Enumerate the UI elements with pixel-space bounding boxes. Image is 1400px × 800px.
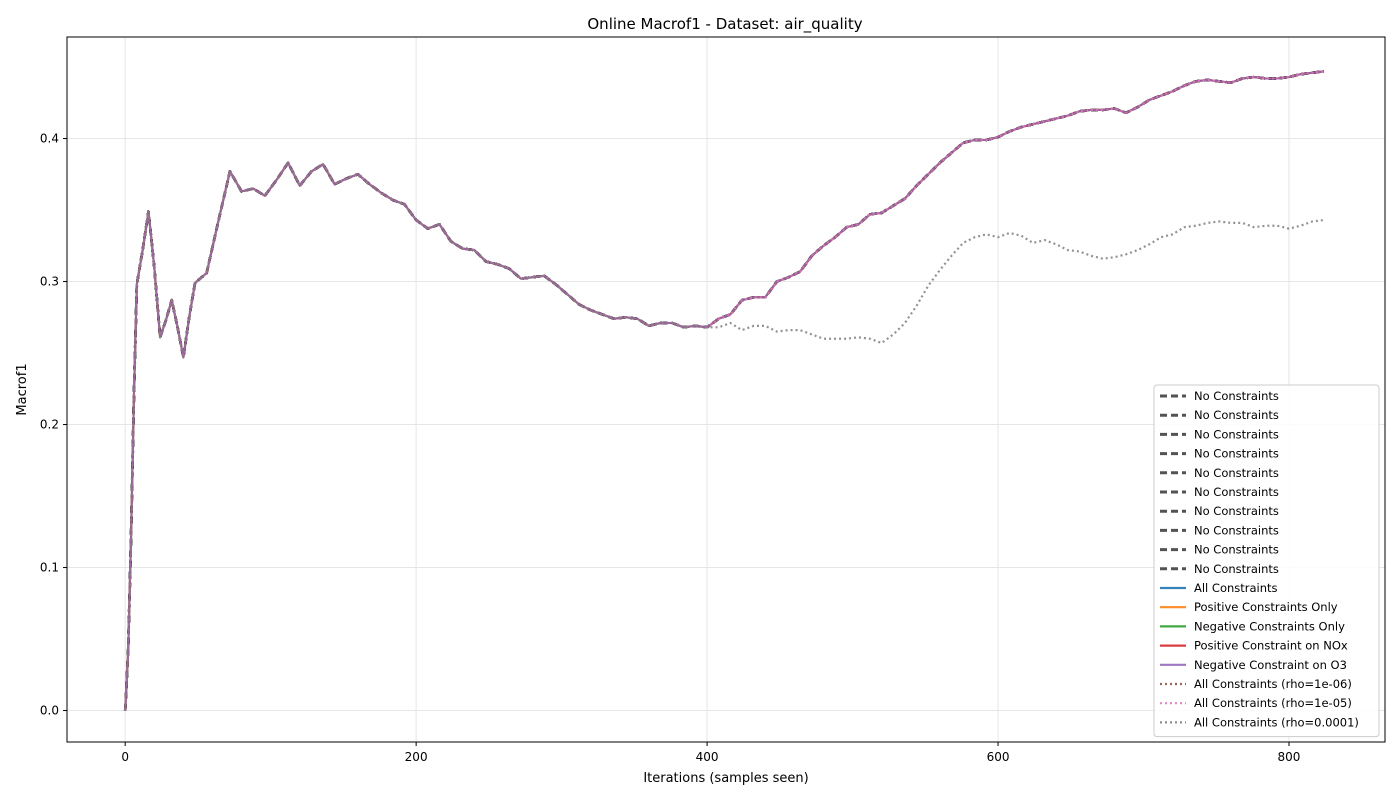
legend-label: Negative Constraints Only xyxy=(1194,619,1345,633)
series-line-1 xyxy=(123,70,1325,711)
y-tick-label: 0.4 xyxy=(40,132,59,146)
y-axis-title: Macrof1 xyxy=(15,363,30,415)
y-tick-label: 0.0 xyxy=(40,704,59,718)
x-tick-label: 200 xyxy=(405,750,428,764)
legend-box xyxy=(1153,384,1380,738)
legend-label: No Constraints xyxy=(1194,389,1279,403)
legend-label: All Constraints (rho=1e-05) xyxy=(1194,696,1352,710)
axis-ticks: 0 200 400 600 800 0.0 0.1 0.2 0.3 0.4 xyxy=(40,132,1301,764)
series-line-15 xyxy=(124,70,1325,711)
series-line-7 xyxy=(123,70,1325,711)
series-line-13 xyxy=(124,70,1325,711)
legend-label: All Constraints (rho=1e-06) xyxy=(1194,677,1352,691)
x-tick-label: 600 xyxy=(987,750,1010,764)
legend-label: No Constraints xyxy=(1194,562,1279,576)
legend-label: No Constraints xyxy=(1194,543,1279,557)
legend-label: Positive Constraints Only xyxy=(1194,600,1338,614)
legend-label: Negative Constraint on O3 xyxy=(1194,658,1347,672)
legend: No Constraints No Constraints No Constrain… xyxy=(1153,384,1380,738)
series-line-3 xyxy=(123,70,1325,711)
x-tick-label: 400 xyxy=(696,750,719,764)
series-line-14 xyxy=(124,70,1325,711)
legend-label: No Constraints xyxy=(1194,427,1279,441)
series-line-16 xyxy=(124,70,1325,711)
legend-label: No Constraints xyxy=(1194,504,1279,518)
x-tick-label: 800 xyxy=(1278,750,1301,764)
series-line-4 xyxy=(123,70,1325,711)
series-line-10 xyxy=(123,70,1325,711)
legend-label: No Constraints xyxy=(1194,466,1279,480)
plot-area-frame xyxy=(66,36,1386,743)
y-tick-label: 0.3 xyxy=(40,275,59,289)
series-line-11 xyxy=(124,70,1325,711)
series-line-9 xyxy=(123,70,1325,711)
chart-title: Online Macrof1 - Dataset: air_quality xyxy=(587,15,862,34)
y-tick-label: 0.2 xyxy=(40,418,59,432)
series-line-18 xyxy=(124,161,1325,711)
legend-label: All Constraints (rho=0.0001) xyxy=(1194,715,1359,729)
series-line-8 xyxy=(123,70,1325,711)
legend-label: No Constraints xyxy=(1194,523,1279,537)
series-line-12 xyxy=(124,70,1325,711)
legend-label: No Constraints xyxy=(1194,447,1279,461)
series-line-6 xyxy=(123,70,1325,711)
series-line-2 xyxy=(123,70,1325,711)
series-line-5 xyxy=(123,70,1325,711)
series-group xyxy=(123,70,1325,711)
x-tick-label: 0 xyxy=(121,750,129,764)
legend-label: No Constraints xyxy=(1194,485,1279,499)
series-line-17 xyxy=(124,70,1325,711)
legend-label: Positive Constraint on NOx xyxy=(1194,639,1348,653)
y-tick-label: 0.1 xyxy=(40,561,59,575)
legend-label: No Constraints xyxy=(1194,408,1279,422)
x-axis-title: Iterations (samples seen) xyxy=(643,771,808,786)
legend-label: All Constraints xyxy=(1194,581,1278,595)
